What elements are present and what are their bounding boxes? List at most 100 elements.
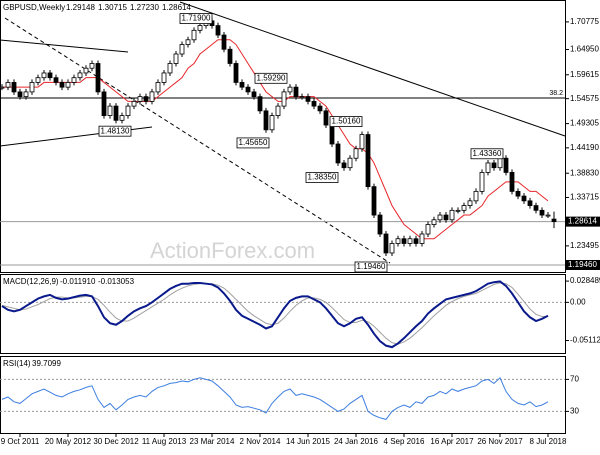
annotation-label: 1.50160 bbox=[332, 117, 361, 126]
candle bbox=[497, 157, 503, 169]
candle bbox=[539, 209, 545, 216]
y-tick-label: 1.70775 bbox=[570, 17, 599, 26]
candle bbox=[425, 224, 431, 235]
annotation-label: 1.43360 bbox=[473, 149, 502, 158]
rsi-readout: 39.7099 bbox=[32, 359, 61, 368]
y-tick-label: 0.00 bbox=[570, 297, 586, 306]
candle bbox=[197, 25, 203, 31]
annotation-box bbox=[329, 116, 363, 127]
current-price-label: 1.28614 bbox=[568, 217, 597, 226]
annotation-label: 1.71900 bbox=[182, 14, 211, 23]
candle bbox=[365, 134, 371, 188]
annotation-label: 1.38350 bbox=[308, 173, 337, 182]
y-tick-label: 0.028489 bbox=[570, 276, 600, 285]
candle bbox=[521, 195, 527, 202]
y-tick-label: 1.33715 bbox=[570, 193, 599, 202]
y-tick-label: 1.49305 bbox=[570, 119, 599, 128]
candle bbox=[221, 34, 227, 50]
candle bbox=[353, 148, 359, 159]
x-tick-label: 9 Oct 2011 bbox=[1, 437, 40, 446]
candle bbox=[263, 110, 269, 131]
candle bbox=[281, 91, 287, 107]
candle bbox=[215, 25, 221, 36]
candle bbox=[41, 72, 47, 79]
candle bbox=[137, 96, 143, 102]
candle bbox=[461, 205, 467, 211]
ohlc-readout: 1.29148 bbox=[66, 3, 95, 12]
annotation-label: 1.45650 bbox=[239, 138, 268, 147]
moving-average bbox=[2, 39, 549, 240]
candle bbox=[275, 105, 281, 116]
candle bbox=[11, 82, 17, 93]
candle bbox=[191, 29, 197, 41]
candle bbox=[335, 143, 341, 164]
candle bbox=[527, 200, 533, 206]
candle bbox=[395, 238, 401, 244]
candle bbox=[149, 91, 155, 102]
candle bbox=[443, 214, 449, 221]
support-box bbox=[566, 259, 600, 270]
candle bbox=[305, 96, 311, 102]
candle bbox=[509, 172, 515, 192]
rsi-line bbox=[1, 376, 549, 420]
trendline bbox=[179, 1, 566, 137]
candle bbox=[485, 162, 491, 173]
x-tick-label: 8 Jul 2018 bbox=[530, 437, 567, 446]
candle bbox=[239, 82, 245, 88]
x-tick-label: 14 Jun 2015 bbox=[286, 437, 331, 446]
candle bbox=[407, 238, 413, 244]
annotation-box bbox=[305, 172, 339, 183]
candle bbox=[377, 214, 383, 235]
candle bbox=[29, 82, 35, 93]
candle bbox=[491, 162, 497, 169]
watermark: ActionForex.com bbox=[150, 238, 315, 263]
x-tick-label: 4 Sep 2016 bbox=[384, 437, 425, 446]
candle bbox=[0, 86, 5, 89]
y-tick-label: 1.23495 bbox=[570, 241, 599, 250]
candle bbox=[269, 115, 275, 131]
y-tick-label: 70 bbox=[570, 375, 579, 384]
x-tick-label: 11 Aug 2013 bbox=[142, 437, 187, 446]
y-tick-label: 1.54575 bbox=[570, 94, 599, 103]
annotation-box bbox=[470, 148, 504, 160]
y-tick-label: 1.44190 bbox=[570, 143, 599, 152]
candle bbox=[293, 86, 299, 98]
candle bbox=[323, 110, 329, 126]
annotation-label: 1.19460 bbox=[357, 262, 386, 271]
candle bbox=[317, 105, 323, 112]
candle bbox=[545, 214, 551, 217]
candle bbox=[185, 39, 191, 45]
candle bbox=[419, 233, 425, 244]
candle bbox=[401, 238, 407, 244]
y-tick-label: 1.59615 bbox=[570, 70, 599, 79]
candle bbox=[341, 162, 347, 169]
candle bbox=[59, 82, 65, 88]
y-tick-label: -0.051125 bbox=[570, 336, 600, 345]
fib-label: 38.2 bbox=[549, 90, 563, 97]
macd-line bbox=[1, 280, 549, 349]
candle bbox=[287, 86, 293, 93]
candle bbox=[83, 67, 89, 74]
candle bbox=[125, 105, 131, 116]
candle bbox=[47, 72, 53, 79]
candle bbox=[371, 186, 377, 216]
candle bbox=[179, 44, 185, 55]
candle bbox=[533, 205, 539, 211]
macd-panel bbox=[0, 274, 566, 354]
candle bbox=[131, 100, 137, 107]
candle bbox=[23, 91, 29, 98]
candle bbox=[161, 72, 167, 83]
ohlc-readout: 1.27230 bbox=[130, 3, 159, 12]
candle bbox=[233, 63, 239, 83]
candle bbox=[167, 63, 173, 74]
candle bbox=[101, 91, 107, 116]
candle bbox=[107, 105, 113, 116]
x-tick-label: 23 Mar 2014 bbox=[190, 437, 235, 446]
annotation-label: 1.59290 bbox=[257, 73, 286, 82]
candle bbox=[173, 53, 179, 64]
y-tick-label: 1.38830 bbox=[570, 168, 599, 177]
trendline bbox=[4, 17, 391, 264]
candle bbox=[77, 72, 83, 79]
candle bbox=[329, 124, 335, 145]
